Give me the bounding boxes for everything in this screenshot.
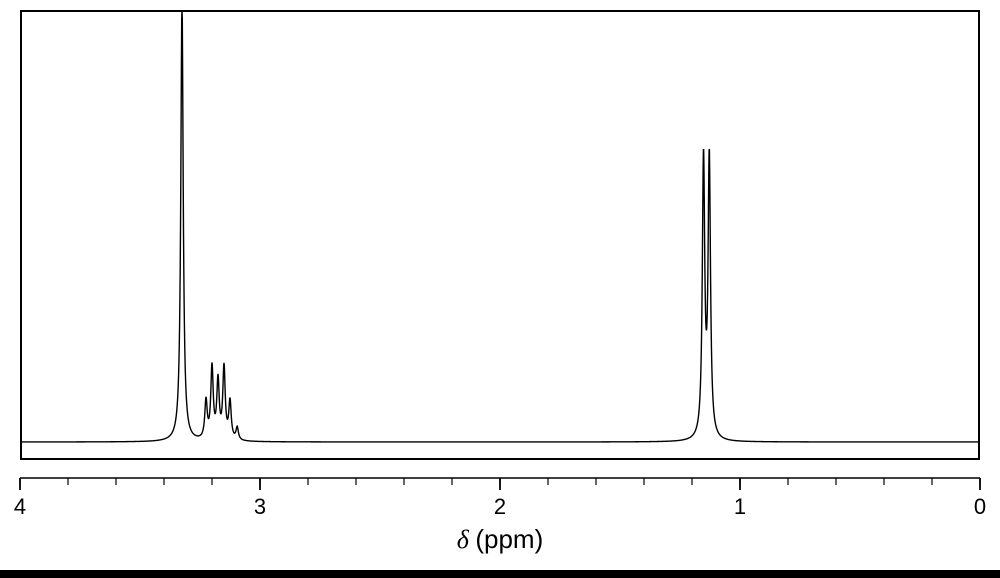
x-axis-label-unit: (ppm) [475, 524, 543, 554]
bottom-border-bar [0, 570, 1000, 578]
x-tick-label: 0 [974, 494, 986, 519]
x-tick-label: 3 [254, 494, 266, 519]
x-axis-label-symbol: δ [457, 525, 469, 554]
x-tick-label: 2 [494, 494, 506, 519]
x-axis: 0 1 2 3 4 [0, 0, 1000, 578]
x-axis-label: δ (ppm) [400, 524, 600, 555]
x-tick-label: 1 [734, 494, 746, 519]
x-tick-label: 4 [14, 494, 26, 519]
